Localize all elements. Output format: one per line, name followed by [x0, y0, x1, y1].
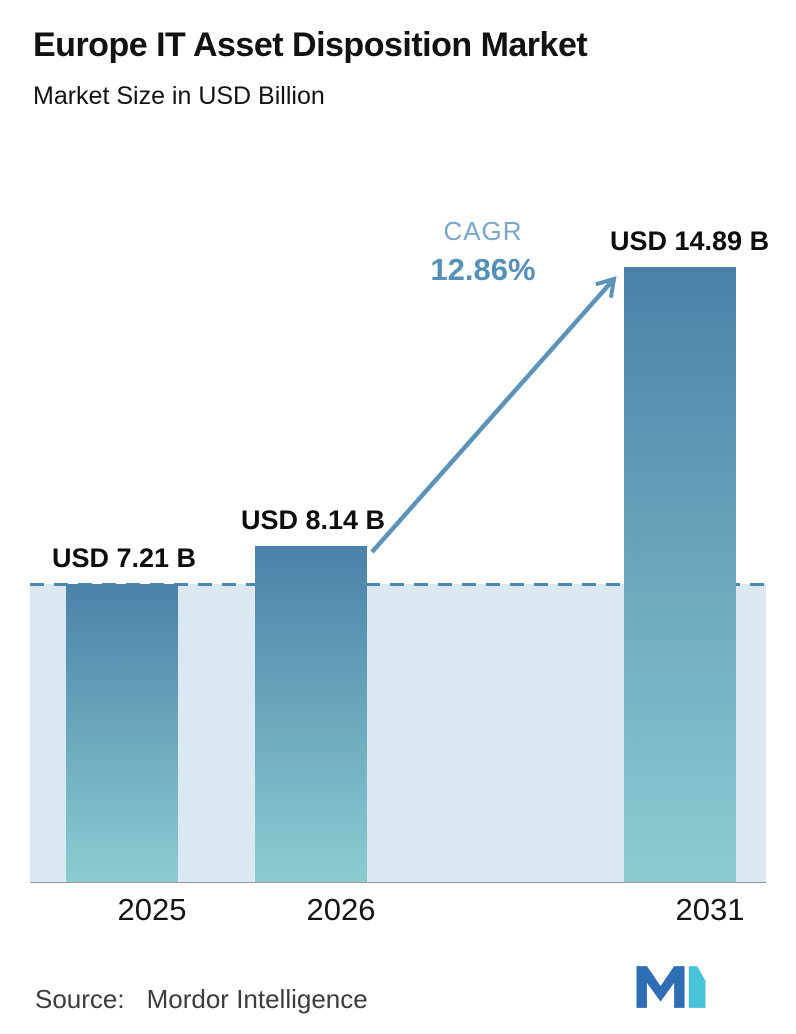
cagr-label: CAGR [443, 216, 523, 246]
x-axis-label-2026: 2026 [306, 892, 376, 927]
source-value: Mordor Intelligence [146, 984, 368, 1014]
bar-2025 [66, 584, 178, 882]
cagr-annotation: CAGR 12.86% [398, 216, 568, 288]
cagr-value: 12.86% [430, 252, 536, 287]
bar-2026 [255, 546, 367, 882]
value-label-2031: USD 14.89 B [610, 226, 770, 256]
value-label-2026: USD 8.14 B [241, 505, 386, 535]
x-axis-label-2031: 2031 [675, 892, 745, 927]
chart-subtitle: Market Size in USD Billion [33, 82, 325, 110]
bar-chart-plot-area: USD 7.21 B USD 8.14 B USD 14.89 B CAGR 1… [30, 180, 769, 882]
bar-column-2031: USD 14.89 B [610, 180, 769, 882]
bar-2031 [624, 267, 736, 882]
dashed-reference-line [30, 583, 766, 586]
bar-column-2025: USD 7.21 B [52, 180, 196, 882]
bar-column-2026: USD 8.14 B [241, 180, 385, 882]
source-row: Source: Mordor Intelligence [35, 984, 368, 1015]
value-label-2025: USD 7.21 B [52, 543, 197, 573]
x-axis-label-2025: 2025 [117, 892, 187, 927]
chart-title: Europe IT Asset Disposition Market [33, 26, 588, 64]
mordor-intelligence-logo [636, 966, 706, 1008]
source-label: Source: [35, 984, 125, 1014]
